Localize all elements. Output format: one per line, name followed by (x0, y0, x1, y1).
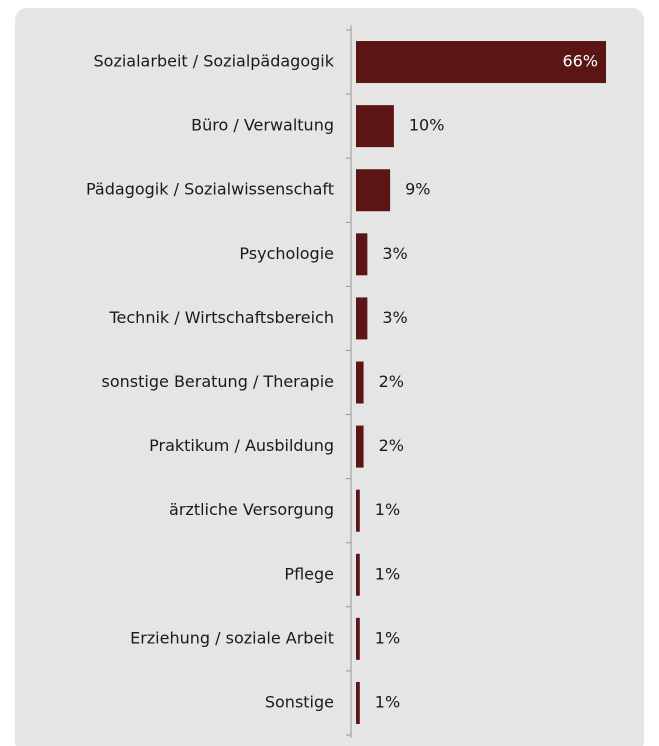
bar (356, 489, 360, 532)
bar (356, 617, 360, 660)
bar (356, 233, 368, 276)
value-label: 66% (562, 52, 598, 71)
value-label: 2% (379, 372, 404, 391)
value-label: 2% (379, 436, 404, 455)
value-label: 1% (375, 628, 400, 647)
panel (15, 8, 644, 746)
bar (356, 297, 368, 340)
category-label: Psychologie (239, 244, 334, 263)
category-label: Sozialarbeit / Sozialpädagogik (94, 52, 335, 71)
bar (356, 105, 394, 148)
category-label: Büro / Verwaltung (191, 116, 334, 135)
bar (356, 361, 364, 404)
category-label: ärztliche Versorgung (169, 500, 334, 519)
bar (356, 41, 606, 84)
value-label: 1% (375, 692, 400, 711)
category-label: Technik / Wirtschaftsbereich (108, 308, 334, 327)
value-label: 3% (382, 244, 407, 263)
category-label: sonstige Beratung / Therapie (102, 372, 334, 391)
bar (356, 681, 360, 724)
bar (356, 169, 391, 212)
value-label: 3% (382, 308, 407, 327)
value-label: 9% (405, 180, 430, 199)
value-label: 1% (375, 500, 400, 519)
category-label: Sonstige (265, 692, 334, 711)
category-label: Pädagogik / Sozialwissenschaft (86, 180, 334, 199)
bar (356, 553, 360, 596)
value-label: 10% (409, 116, 445, 135)
category-label: Praktikum / Ausbildung (149, 436, 334, 455)
category-label: Erziehung / soziale Arbeit (130, 628, 334, 647)
bar (356, 425, 364, 468)
category-label: Pflege (284, 564, 334, 583)
value-label: 1% (375, 564, 400, 583)
